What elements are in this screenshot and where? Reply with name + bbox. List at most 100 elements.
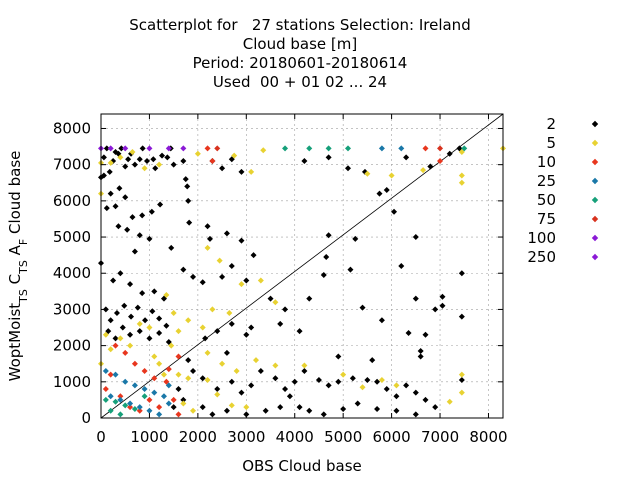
data-point-2 [146, 335, 153, 342]
y-tick-label: 3000 [53, 300, 91, 318]
data-point-5 [117, 154, 124, 161]
data-point-2 [427, 163, 434, 170]
legend-marker [591, 253, 599, 261]
data-point-25 [141, 386, 148, 393]
data-point-2 [272, 375, 279, 382]
data-point-25 [378, 145, 385, 152]
data-point-2 [286, 393, 293, 400]
data-point-10 [117, 393, 124, 400]
data-point-2 [214, 386, 221, 393]
data-point-2 [383, 187, 390, 193]
data-point-2 [422, 331, 429, 338]
data-point-2 [369, 357, 376, 364]
data-point-2 [243, 277, 250, 284]
data-point-2 [359, 304, 366, 311]
data-point-5 [209, 306, 216, 313]
x-tick-label: 5000 [324, 428, 362, 446]
data-point-5 [185, 317, 192, 324]
y-axis-title: WoptMoistTS CTS AF Cloud base [6, 151, 30, 382]
data-point-10 [156, 404, 163, 411]
data-point-5 [180, 400, 187, 407]
data-point-2 [301, 158, 308, 165]
data-point-5 [364, 170, 371, 177]
data-point-2 [349, 375, 356, 382]
data-point-2 [199, 404, 206, 411]
data-point-5 [204, 349, 211, 356]
data-point-50 [325, 145, 332, 152]
data-point-2 [296, 328, 303, 335]
data-point-25 [127, 400, 134, 407]
data-point-2 [403, 154, 410, 161]
data-point-2 [228, 320, 235, 327]
data-point-2 [156, 329, 163, 336]
data-point-5 [219, 360, 226, 367]
legend-label: 100 [527, 229, 556, 247]
data-point-5 [160, 371, 167, 378]
data-point-5 [458, 389, 465, 396]
data-point-2 [456, 145, 463, 152]
plot-frame [100, 113, 504, 419]
data-point-2 [180, 266, 187, 273]
data-point-2 [315, 377, 322, 383]
data-point-25 [165, 400, 172, 407]
legend-label: 50 [537, 191, 556, 209]
data-point-5 [216, 257, 223, 264]
data-point-2 [228, 263, 235, 269]
data-point-2 [185, 357, 192, 364]
data-point-10 [163, 378, 170, 385]
data-point-2 [186, 219, 193, 226]
data-point-2 [214, 328, 221, 335]
data-point-2 [170, 161, 177, 168]
data-point-2 [243, 331, 250, 338]
data-point-25 [122, 378, 129, 385]
data-point-10 [175, 411, 182, 418]
legend-label: 10 [537, 153, 556, 171]
data-point-2 [103, 145, 110, 152]
legend-label: 75 [537, 210, 556, 228]
data-point-5 [458, 172, 465, 179]
data-point-10 [127, 404, 134, 411]
data-point-25 [112, 371, 119, 378]
data-point-2 [306, 407, 313, 414]
data-point-50 [282, 145, 289, 152]
data-point-5 [420, 167, 427, 174]
data-point-2 [378, 317, 385, 324]
data-point-250 [107, 145, 114, 152]
data-point-10 [175, 353, 182, 360]
data-point-2 [103, 205, 110, 212]
y-tick-label: 4000 [53, 264, 91, 282]
data-point-2 [180, 158, 187, 165]
data-point-2 [257, 367, 264, 374]
data-point-2 [142, 317, 149, 324]
data-point-5 [458, 149, 465, 155]
x-tick-label: 6000 [373, 428, 411, 446]
data-point-2 [458, 377, 465, 383]
data-point-5 [248, 168, 255, 175]
data-point-5 [257, 277, 264, 284]
data-point-2 [128, 313, 135, 320]
data-point-25 [160, 393, 167, 400]
data-point-50 [122, 402, 129, 409]
data-point-2 [139, 290, 146, 297]
data-point-2 [149, 308, 156, 315]
data-point-5 [446, 398, 453, 405]
data-point-5 [107, 346, 114, 353]
data-point-25 [156, 411, 163, 418]
legend-label: 250 [527, 248, 556, 266]
data-point-75 [214, 145, 221, 152]
data-point-2 [190, 367, 197, 374]
data-point-2 [376, 190, 383, 197]
data-point-5 [252, 357, 259, 364]
data-point-2 [320, 272, 327, 279]
data-point-2 [112, 203, 119, 210]
data-point-2 [219, 165, 226, 172]
data-point-5 [388, 172, 395, 179]
data-point-2 [118, 145, 125, 152]
data-point-5 [141, 165, 148, 172]
data-point-2 [432, 306, 439, 313]
x-axis-title: OBS Cloud base [242, 457, 362, 475]
y-tick-label: 5000 [53, 228, 91, 246]
data-point-2 [320, 411, 327, 418]
data-point-2 [383, 386, 390, 393]
